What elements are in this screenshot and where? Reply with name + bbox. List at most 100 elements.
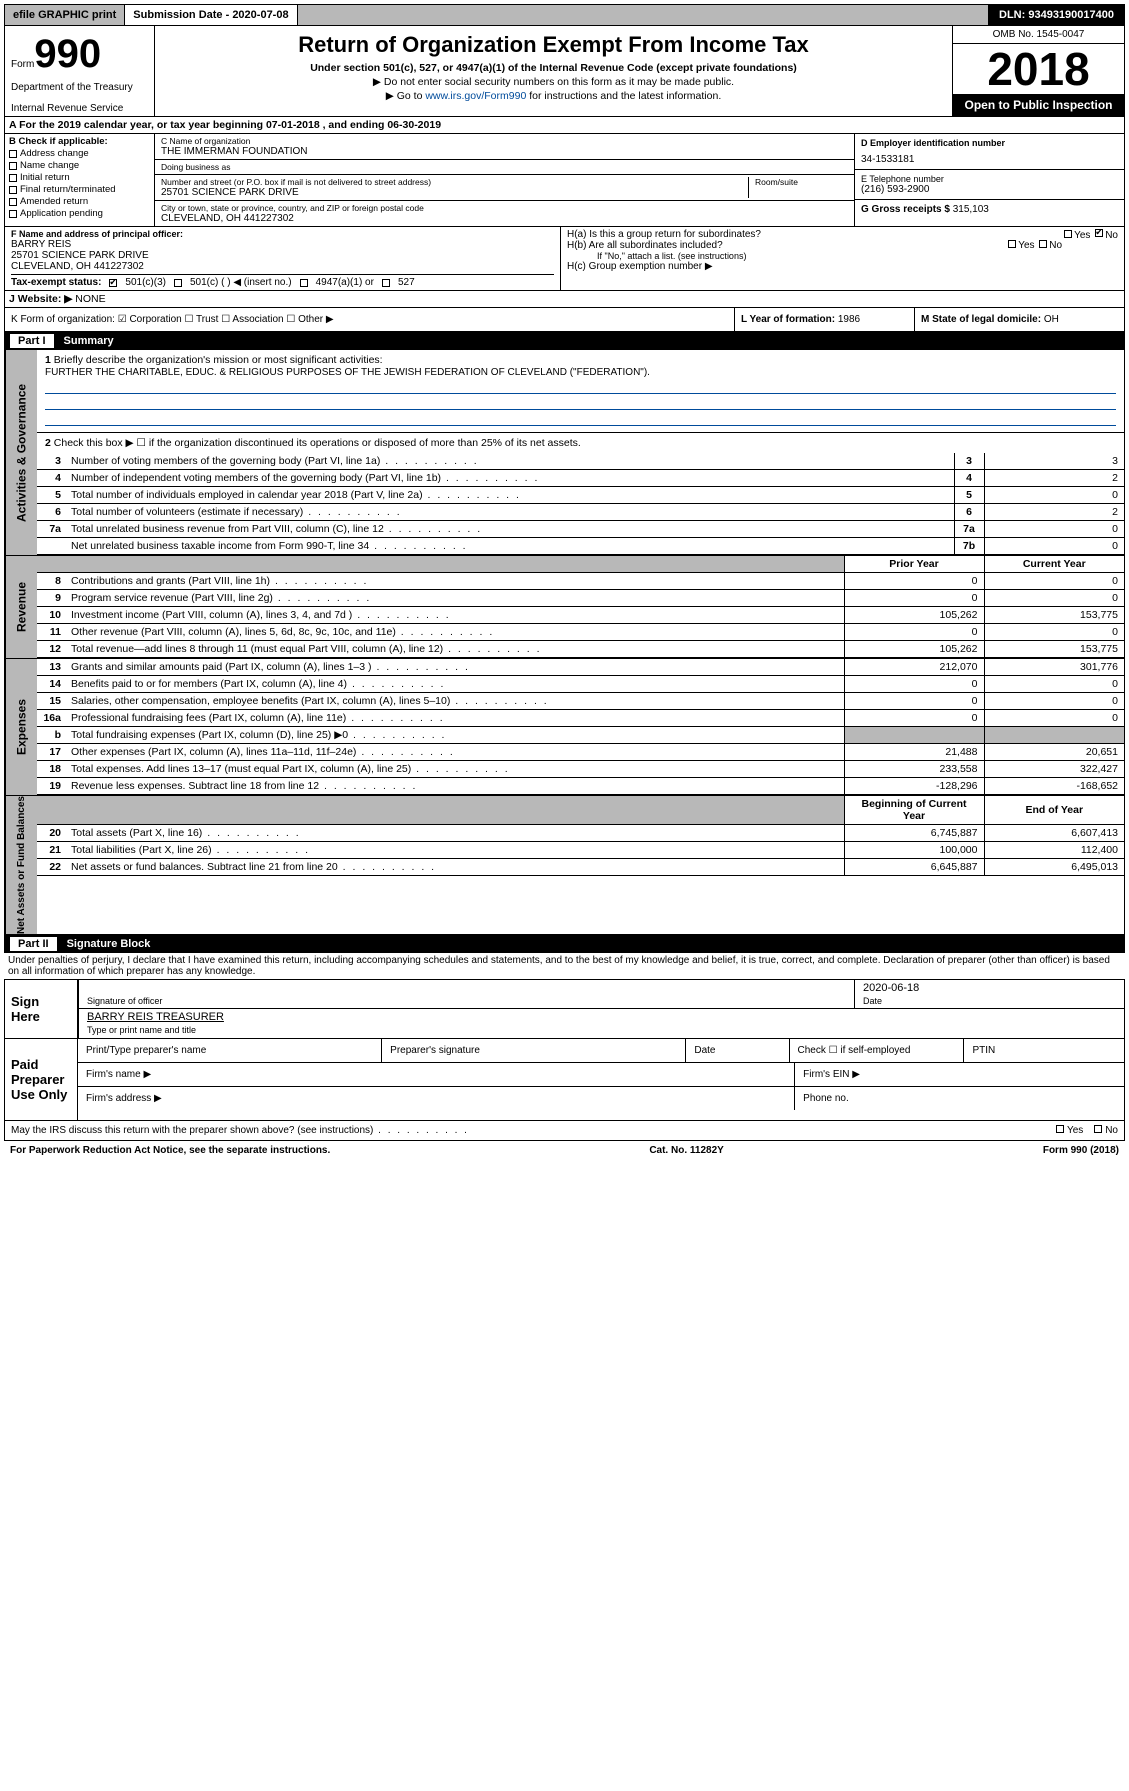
line-num: 17 <box>37 744 65 761</box>
chk-501c3[interactable] <box>109 279 117 287</box>
line-num: 10 <box>37 607 65 624</box>
table-row: 21Total liabilities (Part X, line 26)100… <box>37 842 1124 859</box>
line-text: Professional fundraising fees (Part IX, … <box>65 710 844 727</box>
ha-no[interactable] <box>1095 229 1103 237</box>
line-num: 12 <box>37 641 65 658</box>
irs-link[interactable]: www.irs.gov/Form990 <box>425 90 526 102</box>
summary-section: Activities & Governance 1 Briefly descri… <box>4 350 1125 935</box>
current-value <box>984 727 1124 744</box>
line-num: 3 <box>37 453 65 470</box>
prior-value: 6,745,887 <box>844 825 984 842</box>
blank-cell <box>37 556 65 573</box>
address-row: Number and street (or P.O. box if mail i… <box>155 175 854 201</box>
current-value: 153,775 <box>984 607 1124 624</box>
part-ii-title: Signature Block <box>67 938 151 950</box>
chk-name-change[interactable]: Name change <box>9 160 150 171</box>
line-num: 5 <box>37 487 65 504</box>
chk-final-return[interactable]: Final return/terminated <box>9 184 150 195</box>
preparer-date-label: Date <box>686 1039 789 1062</box>
chk-application-pending[interactable]: Application pending <box>9 208 150 219</box>
sub3-suffix: for instructions and the latest informat… <box>529 90 721 102</box>
dba-row: Doing business as <box>155 160 854 175</box>
expenses-block: Expenses 13Grants and similar amounts pa… <box>5 658 1124 795</box>
form-word: Form <box>11 59 34 70</box>
sig-date: 2020-06-18 <box>863 982 1116 996</box>
current-value: 0 <box>984 693 1124 710</box>
current-value: 6,607,413 <box>984 825 1124 842</box>
gross-row: G Gross receipts $ 315,103 <box>855 200 1124 219</box>
blank-cell <box>65 796 844 825</box>
current-value: 0 <box>984 676 1124 693</box>
top-bar: efile GRAPHIC print Submission Date - 20… <box>4 4 1125 26</box>
prior-value: 105,262 <box>844 607 984 624</box>
tel-row: E Telephone number (216) 593-2900 <box>855 170 1124 200</box>
line-text: Benefits paid to or for members (Part IX… <box>65 676 844 693</box>
line-num: 11 <box>37 624 65 641</box>
city-label: City or town, state or province, country… <box>161 203 848 213</box>
line-text: Total revenue—add lines 8 through 11 (mu… <box>65 641 844 658</box>
mission-line <box>45 380 1116 394</box>
line-num: b <box>37 727 65 744</box>
prior-value: -128,296 <box>844 778 984 795</box>
line-text: Number of independent voting members of … <box>65 470 954 487</box>
table-row: 14Benefits paid to or for members (Part … <box>37 676 1124 693</box>
dba-label: Doing business as <box>161 162 848 172</box>
j-label: J Website: ▶ <box>9 293 72 305</box>
line-num: 6 <box>37 504 65 521</box>
governance-block: Activities & Governance 1 Briefly descri… <box>5 350 1124 555</box>
hb-row: H(b) Are all subordinates included? Yes … <box>567 240 1118 251</box>
begin-year-hdr: Beginning of Current Year <box>844 796 984 825</box>
name-label: Type or print name and title <box>87 1025 1116 1035</box>
paid-preparer-body: Print/Type preparer's name Preparer's si… <box>77 1039 1124 1120</box>
prior-value: 212,070 <box>844 659 984 676</box>
agency-1: Department of the Treasury <box>11 82 148 93</box>
sig-date-label: Date <box>863 996 1116 1006</box>
table-row: 15Salaries, other compensation, employee… <box>37 693 1124 710</box>
sig-label: Signature of officer <box>87 996 846 1006</box>
section-f: F Name and address of principal officer:… <box>5 227 560 290</box>
prior-value: 100,000 <box>844 842 984 859</box>
k-l-m-row: K Form of organization: ☑ Corporation ☐ … <box>4 308 1125 332</box>
netassets-block: Net Assets or Fund Balances Beginning of… <box>5 795 1124 934</box>
line-text: Net assets or fund balances. Subtract li… <box>65 859 844 876</box>
chk-4947[interactable] <box>300 279 308 287</box>
section-b: B Check if applicable: Address change Na… <box>5 134 155 226</box>
governance-table: 3Number of voting members of the governi… <box>37 453 1124 555</box>
chk-address-change[interactable]: Address change <box>9 148 150 159</box>
table-row: bTotal fundraising expenses (Part IX, co… <box>37 727 1124 744</box>
omb-number: OMB No. 1545-0047 <box>953 26 1124 44</box>
officer-signature[interactable] <box>87 982 846 996</box>
table-row: 8Contributions and grants (Part VIII, li… <box>37 573 1124 590</box>
mission-text: FURTHER THE CHARITABLE, EDUC. & RELIGIOU… <box>45 367 650 378</box>
line-text: Total fundraising expenses (Part IX, col… <box>65 727 844 744</box>
year-formation: 1986 <box>838 314 860 325</box>
discuss-yes[interactable] <box>1056 1125 1064 1133</box>
f-label: F Name and address of principal officer: <box>11 229 554 239</box>
topbar-spacer <box>298 5 989 25</box>
part-i-header: Part I Summary <box>4 332 1125 350</box>
chk-amended-return[interactable]: Amended return <box>9 196 150 207</box>
sign-here-block: Sign Here Signature of officer 2020-06-1… <box>4 979 1125 1039</box>
cat-no: Cat. No. 11282Y <box>649 1145 723 1156</box>
prior-value: 0 <box>844 624 984 641</box>
ha-yes[interactable] <box>1064 230 1072 238</box>
chk-initial-return[interactable]: Initial return <box>9 172 150 183</box>
hb-no[interactable] <box>1039 240 1047 248</box>
agency-2: Internal Revenue Service <box>11 103 148 114</box>
discuss-text: May the IRS discuss this return with the… <box>11 1125 469 1136</box>
line-text: Total liabilities (Part X, line 26) <box>65 842 844 859</box>
tel-value: (216) 593-2900 <box>861 184 1118 195</box>
org-name-row: C Name of organization THE IMMERMAN FOUN… <box>155 134 854 160</box>
chk-501c[interactable] <box>174 279 182 287</box>
tax-year: 2018 <box>953 44 1124 94</box>
officer-addr2: CLEVELAND, OH 441227302 <box>11 261 554 272</box>
line-num <box>37 538 65 555</box>
chk-527[interactable] <box>382 279 390 287</box>
open-to-public: Open to Public Inspection <box>953 94 1124 116</box>
officer-name: BARRY REIS <box>11 239 554 250</box>
table-row: 20Total assets (Part X, line 16)6,745,88… <box>37 825 1124 842</box>
line-num: 8 <box>37 573 65 590</box>
hb-yes[interactable] <box>1008 240 1016 248</box>
discuss-no[interactable] <box>1094 1125 1102 1133</box>
table-row: 22Net assets or fund balances. Subtract … <box>37 859 1124 876</box>
